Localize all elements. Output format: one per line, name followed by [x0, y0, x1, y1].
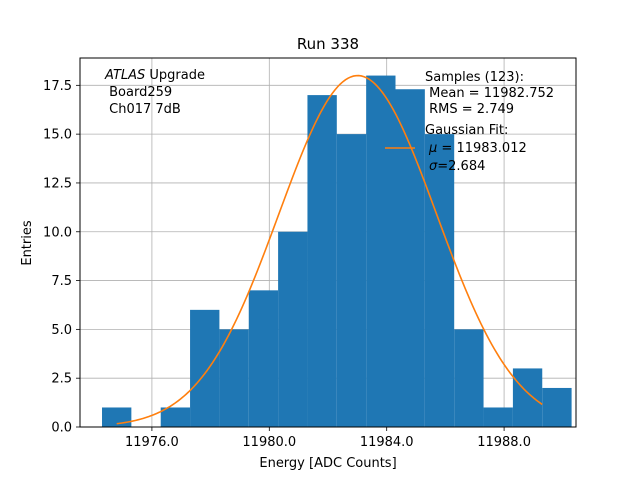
histogram-bar	[542, 387, 572, 427]
histogram-bar	[248, 290, 279, 427]
y-tick-label: 2.5	[51, 372, 72, 387]
histogram-bar	[190, 309, 220, 427]
histogram-bar	[395, 89, 425, 427]
legend-mu-symbol: μ	[428, 141, 437, 156]
x-tick-label: 11980.0	[242, 435, 296, 450]
histogram-bar	[336, 134, 367, 427]
x-tick-label: 11984.0	[360, 435, 414, 450]
atlas-label: ATLAS Upgrade	[104, 68, 205, 83]
atlas-annotation: ATLAS Upgrade Board259 Ch017 7dB	[104, 68, 205, 117]
x-tick-label: 11976.0	[125, 435, 179, 450]
histogram-bar	[483, 407, 513, 427]
y-tick-label: 0.0	[51, 421, 72, 436]
legend-rms: RMS = 2.749	[425, 102, 514, 117]
y-tick-label: 7.5	[51, 274, 72, 289]
legend-samples-title: Samples (123):	[425, 70, 524, 85]
y-tick-label: 15.0	[43, 128, 72, 143]
atlas-italic-text: ATLAS	[104, 68, 145, 83]
legend-mu-value: = 11983.012	[437, 141, 526, 156]
axes-frame	[79, 57, 577, 428]
histogram-bar	[219, 329, 249, 427]
histogram-bar	[307, 95, 337, 427]
gaussian-fit-curve	[116, 74, 543, 425]
legend-sigma-value: =2.684	[437, 159, 485, 174]
ticks-layer: 11976.0 11980.0 11984.0 11988.0 0.0 2.5 5.0 7.5…	[43, 79, 531, 450]
histogram-bar	[278, 231, 308, 427]
x-axis-label: Energy [ADC Counts]	[259, 456, 396, 471]
histogram-bar	[424, 134, 455, 427]
y-axis-label: Entries	[20, 220, 35, 266]
legend-sigma: σ=2.684	[429, 159, 485, 174]
legend: Samples (123): Mean = 11982.752 RMS = 2.…	[385, 70, 554, 174]
legend-fit-title: Gaussian Fit:	[425, 123, 508, 138]
x-tick-label: 11988.0	[477, 435, 531, 450]
histogram-bar	[160, 407, 191, 427]
chart-title: Run 338	[297, 35, 359, 53]
histogram-bar	[102, 407, 132, 427]
y-tick-label: 5.0	[51, 323, 72, 338]
channel-label: Ch017 7dB	[105, 102, 181, 117]
legend-mu: μ = 11983.012	[428, 141, 527, 156]
y-tick-label: 17.5	[43, 79, 72, 94]
atlas-upgrade-text: Upgrade	[145, 68, 205, 83]
y-tick-label: 10.0	[43, 225, 72, 240]
legend-sigma-symbol: σ	[429, 159, 438, 174]
board-label: Board259	[105, 85, 172, 100]
legend-mean: Mean = 11982.752	[425, 86, 554, 101]
y-tick-label: 12.5	[43, 176, 72, 191]
histogram-bar	[366, 75, 396, 428]
bars-layer	[102, 75, 572, 428]
histogram-bar	[512, 368, 543, 427]
histogram-bar	[454, 329, 484, 427]
